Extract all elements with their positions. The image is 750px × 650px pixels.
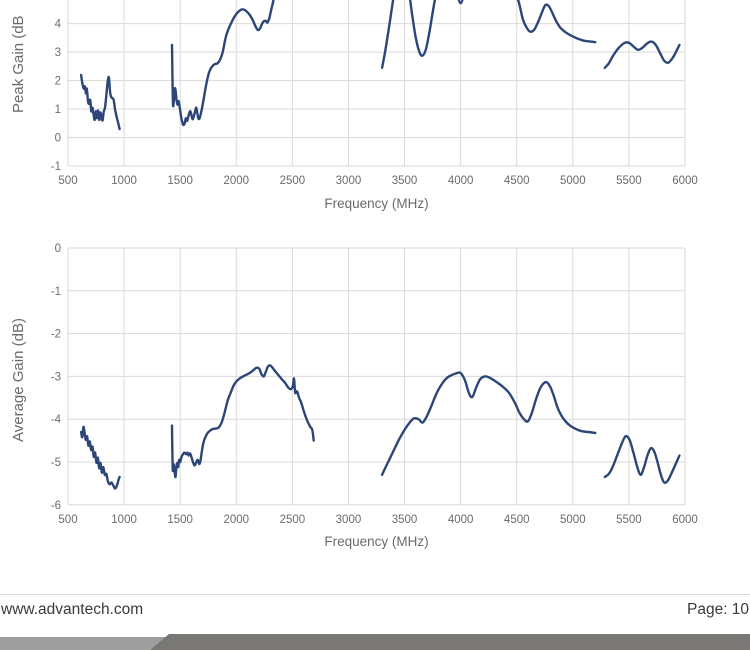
x-tick-label: 1000 xyxy=(111,175,137,187)
footer-divider xyxy=(0,594,750,595)
gain-curve-segment xyxy=(79,425,121,490)
y-tick-label: 1 xyxy=(55,104,61,116)
x-tick-label: 4000 xyxy=(448,175,474,187)
y-tick-label: 0 xyxy=(55,133,61,145)
y-tick-label: -1 xyxy=(51,161,61,173)
y-tick-label: -4 xyxy=(51,414,62,426)
x-tick-label: 3500 xyxy=(392,175,418,187)
x-tick-label: 5000 xyxy=(560,514,586,526)
gain-curve-segment xyxy=(380,371,597,476)
x-tick-label: 500 xyxy=(58,175,77,187)
peak-gain-plot-area: 500 1000 1500 2000 2500 3000 3500 4000 4500 5000 5… xyxy=(51,0,698,187)
gain-curve-segment xyxy=(170,0,275,127)
x-tick-label: 4000 xyxy=(448,514,474,526)
x-tick-label: 2000 xyxy=(223,175,249,187)
x-tick-label: 4500 xyxy=(504,514,530,526)
gain-curve-segment xyxy=(603,40,681,69)
x-tick-label: 3000 xyxy=(336,175,362,187)
y-tick-label: 2 xyxy=(55,76,61,88)
y-tick-label: -2 xyxy=(51,329,61,341)
x-tick-label: 6000 xyxy=(672,514,698,526)
x-tick-label: 500 xyxy=(58,514,77,526)
gain-curve-segment xyxy=(79,73,121,131)
average-gain-plot-area: 500 1000 1500 2000 2500 3000 3500 4000 4500 5000 5… xyxy=(51,243,698,526)
x-tick-label: 5000 xyxy=(560,175,586,187)
y-tick-label: -5 xyxy=(51,457,61,469)
average-chart-y-axis-title: Average Gain (dB) xyxy=(10,318,27,442)
y-tick-label: -6 xyxy=(51,500,61,512)
footer-bar-dark-segment xyxy=(150,634,750,650)
peak-chart-x-axis-title: Frequency (MHz) xyxy=(324,196,429,211)
x-tick-label: 2000 xyxy=(223,514,249,526)
gain-curve-segment xyxy=(170,364,315,479)
x-tick-label: 4500 xyxy=(504,175,530,187)
x-tick-label: 2500 xyxy=(280,514,306,526)
average-chart-x-axis-title: Frequency (MHz) xyxy=(324,534,429,549)
footer-bar-light-segment xyxy=(0,637,166,650)
footer-website: www.advantech.com xyxy=(1,601,144,618)
y-tick-label: 0 xyxy=(55,243,61,255)
x-tick-label: 1500 xyxy=(167,514,193,526)
x-tick-label: 5500 xyxy=(616,514,642,526)
x-tick-label: 1500 xyxy=(167,175,193,187)
y-tick-label: 4 xyxy=(55,19,62,31)
y-tick-label: 3 xyxy=(55,47,61,59)
x-tick-label: 3500 xyxy=(392,514,418,526)
y-tick-label: -1 xyxy=(51,286,61,298)
x-tick-label: 6000 xyxy=(672,175,698,187)
x-tick-label: 5500 xyxy=(616,175,642,187)
x-tick-label: 1000 xyxy=(111,514,137,526)
gain-curve-segment xyxy=(603,434,681,484)
y-tick-label: -3 xyxy=(51,371,61,383)
footer-page-number: Page: 10 xyxy=(687,601,750,618)
gain-curve-segment xyxy=(380,0,597,69)
y-tick-label: 5 xyxy=(55,0,61,2)
x-tick-label: 3000 xyxy=(336,514,362,526)
x-tick-label: 2500 xyxy=(280,175,306,187)
peak-chart-y-axis-title: Peak Gain (dB xyxy=(10,15,27,113)
